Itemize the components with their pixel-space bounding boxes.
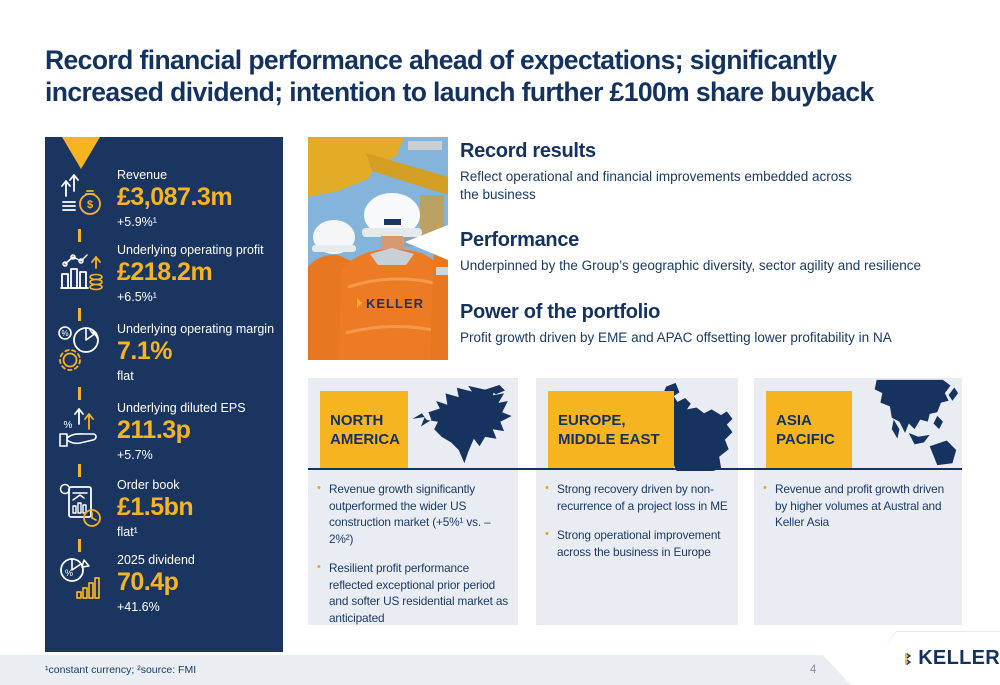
photo-notch (405, 225, 448, 260)
metric-value: 7.1% (117, 337, 172, 365)
region-bullet-list: Revenue growth significantly outperforme… (316, 481, 514, 639)
metric-operating-profit: Underlying operating profit £218.2m +6.5… (57, 243, 277, 304)
timeline-dash (78, 539, 81, 552)
region-bullet: Strong recovery driven by non-recurrence… (544, 481, 734, 514)
highlight-record-results: Record results Reflect operational and f… (460, 140, 988, 203)
operating-profit-icon (60, 254, 103, 291)
dividend-icon: % (60, 558, 100, 599)
metric-label: Underlying diluted EPS (117, 401, 246, 415)
svg-text:%: % (65, 568, 73, 578)
highlight-heading: Record results (460, 140, 596, 162)
metric-revenue: $ Revenue £3,087.3m +5.9%¹ (57, 168, 277, 229)
jacket-logo-text: KELLER (366, 296, 424, 311)
highlight-heading: Performance (460, 229, 579, 252)
metric-label: Underlying operating profit (117, 243, 264, 257)
metric-delta: +5.9%¹ (117, 214, 157, 229)
svg-text:%: % (64, 420, 73, 431)
region-card-europe-middle-east: EUROPE, MIDDLE EAST Strong recovery driv… (536, 378, 738, 625)
footer-strip: ¹constant currency; ²source: FMI 4 (0, 655, 851, 685)
region-bullet: Revenue and profit growth driven by high… (762, 481, 958, 531)
north-america-map (412, 384, 512, 464)
metric-delta: +41.6% (117, 599, 160, 614)
metric-value: £1.5bn (117, 493, 194, 521)
highlight-body: Underpinned by the Group’s geographic di… (460, 258, 922, 274)
metric-label: Underlying operating margin (117, 322, 275, 336)
metric-label: Revenue (117, 168, 168, 182)
region-bullet: Strong operational improvement across th… (544, 527, 734, 560)
metric-delta: +5.7% (117, 447, 153, 462)
operating-margin-icon: % (58, 326, 99, 371)
metric-delta: +6.5%¹ (117, 289, 157, 304)
region-card-asia-pacific: ASIA PACIFIC Revenue and profit growth d… (754, 378, 962, 625)
svg-text:%: % (61, 329, 68, 338)
timeline-dash (78, 308, 81, 321)
region-title: ASIA PACIFIC (766, 391, 852, 469)
region-bullet: Resilient profit performance reflected e… (316, 560, 514, 626)
metric-delta: flat (117, 368, 134, 383)
highlights-section: Record results Reflect operational and f… (460, 140, 988, 372)
region-bullet-list: Strong recovery driven by non-recurrence… (544, 481, 734, 573)
metrics-sidebar: $ Revenue £3,087.3m +5.9%¹ (45, 137, 283, 652)
region-bullet: Revenue growth significantly outperforme… (316, 481, 514, 547)
metric-value: 70.4p (117, 568, 179, 596)
metric-operating-margin: % Underlying operating margin 7.1% flat (57, 322, 277, 383)
metric-value: £3,087.3m (117, 183, 233, 211)
metric-value: 211.3p (117, 416, 191, 444)
highlight-power-of-portfolio: Power of the portfolio Profit growth dri… (460, 301, 988, 347)
highlight-body: Profit growth driven by EME and APAC off… (460, 329, 892, 345)
diluted-eps-icon: % (59, 408, 97, 447)
page-number: 4 (810, 664, 817, 676)
metric-label: 2025 dividend (117, 553, 195, 567)
site-photo: KELLER (308, 137, 448, 360)
metric-delta: flat¹ (117, 524, 138, 539)
region-title: NORTH AMERICA (320, 391, 408, 469)
asia-pacific-map (874, 379, 959, 466)
timeline-dash (78, 464, 81, 477)
metric-diluted-eps: % Underlying diluted EPS 211.3p +5.7% (57, 401, 277, 462)
timeline-dash (78, 229, 81, 242)
revenue-icon: $ (61, 174, 101, 215)
metric-value: £218.2m (117, 258, 213, 286)
order-book-icon (59, 483, 101, 527)
region-bullet-list: Revenue and profit growth driven by high… (762, 481, 958, 544)
highlight-heading: Power of the portfolio (460, 300, 661, 323)
footnote: ¹constant currency; ²source: FMI (45, 664, 197, 676)
down-arrow-marker-icon (62, 137, 100, 169)
region-card-north-america: NORTH AMERICA Revenue growth significant… (308, 378, 518, 625)
metric-order-book: Order book £1.5bn flat¹ (57, 478, 277, 539)
metric-dividend: % 2025 dividend 70.4p +41.6% (57, 553, 277, 614)
slide-title: Record financial performance ahead of ex… (45, 45, 874, 108)
highlight-body: Reflect operational and financial improv… (460, 169, 852, 202)
timeline-dash (78, 387, 81, 400)
metric-label: Order book (117, 478, 180, 492)
keller-logo-text: KELLER (918, 647, 1000, 669)
svg-text:$: $ (87, 199, 93, 211)
keller-mark-icon (905, 652, 912, 665)
regions-divider-line (308, 468, 962, 470)
region-title: EUROPE, MIDDLE EAST (548, 391, 674, 469)
highlight-performance: Performance Underpinned by the Group’s g… (460, 229, 988, 275)
